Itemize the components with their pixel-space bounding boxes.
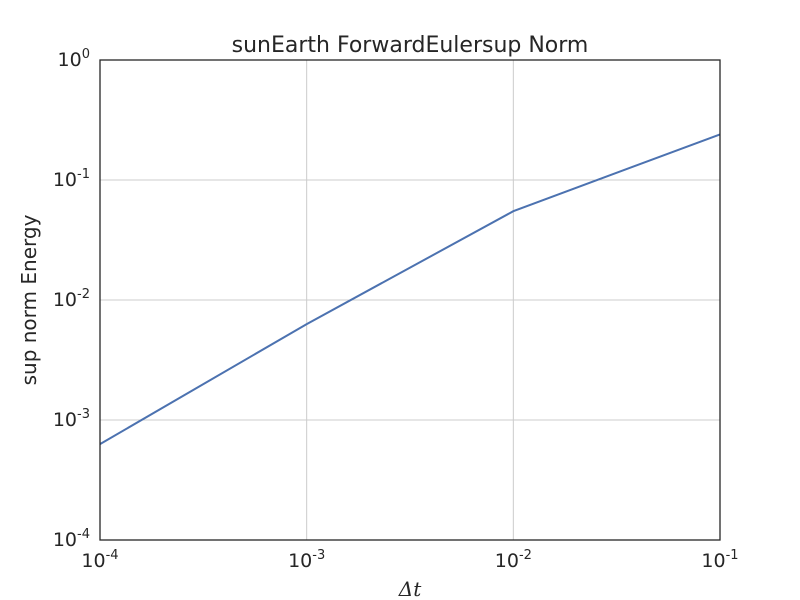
y-tick-label: 10-1 (53, 167, 90, 191)
chart-title: sunEarth ForwardEulersup Norm (232, 33, 589, 58)
y-tick-labels: 10-4 10-3 10-2 10-1 100 (53, 47, 90, 551)
x-tick-label: 10-1 (701, 548, 738, 572)
y-tick-label: 10-2 (53, 287, 90, 311)
plot-frame (99, 59, 721, 541)
y-tick-label: 10-4 (53, 527, 90, 551)
grid-lines (99, 59, 721, 541)
x-tick-label: 10-3 (288, 548, 325, 572)
x-axis-label: Δt (398, 577, 422, 600)
x-tick-labels: 10-4 10-3 10-2 10-1 (81, 548, 738, 572)
y-axis-label: sup norm Energy (17, 214, 41, 385)
y-tick-label: 10-3 (53, 407, 90, 431)
y-tick-label: 100 (58, 47, 90, 71)
series-line (99, 133, 721, 445)
series-layer (99, 133, 721, 445)
x-tick-label: 10-2 (495, 548, 532, 572)
x-tick-label: 10-4 (81, 548, 118, 572)
